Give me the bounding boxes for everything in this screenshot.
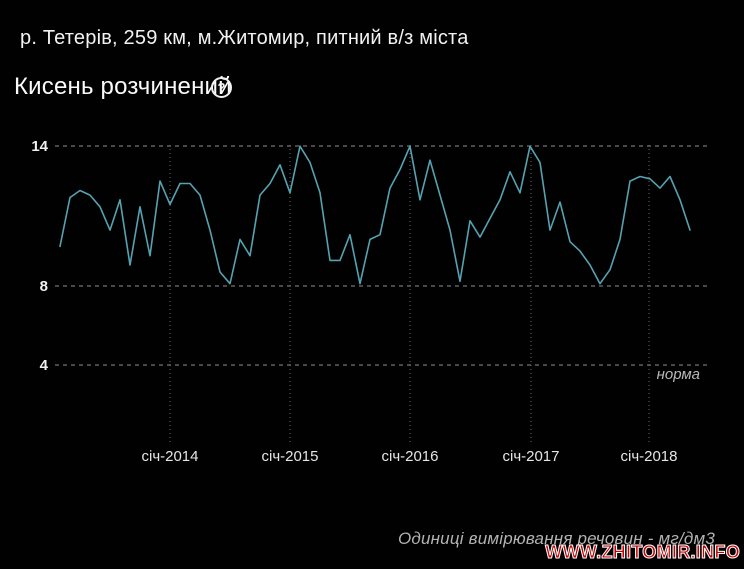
xtick-січ-2015: січ-2015 — [261, 448, 318, 465]
line-chart: 14 8 4 січ-2014 січ-2015 січ-2016 січ-2017 січ-… — [31, 138, 708, 465]
ytick-4: 4 — [40, 357, 49, 374]
chart-title: Кисень розчинений — [14, 73, 232, 100]
help-icon[interactable]: ? — [211, 77, 232, 98]
watermark: WWW.ZHITOMIR.INFO — [545, 542, 740, 563]
xtick-січ-2014: січ-2014 — [141, 448, 198, 465]
data-line[interactable] — [59, 145, 691, 285]
xtick-січ-2016: січ-2016 — [381, 448, 438, 465]
station-title: р. Тетерів, 259 км, м.Житомир, питний в/… — [20, 27, 469, 49]
units-note: Одиниці вимірювання речовин - мг/дм3 — [397, 529, 715, 548]
norm-label: норма — [657, 366, 700, 383]
xtick-січ-2018: січ-2018 — [620, 448, 677, 465]
xtick-січ-2017: січ-2017 — [502, 448, 559, 465]
chart-canvas: 14 8 4 січ-2014 січ-2015 січ-2016 січ-2017 січ-… — [31, 138, 708, 465]
ytick-8: 8 — [40, 278, 48, 295]
ytick-14: 14 — [31, 138, 48, 155]
